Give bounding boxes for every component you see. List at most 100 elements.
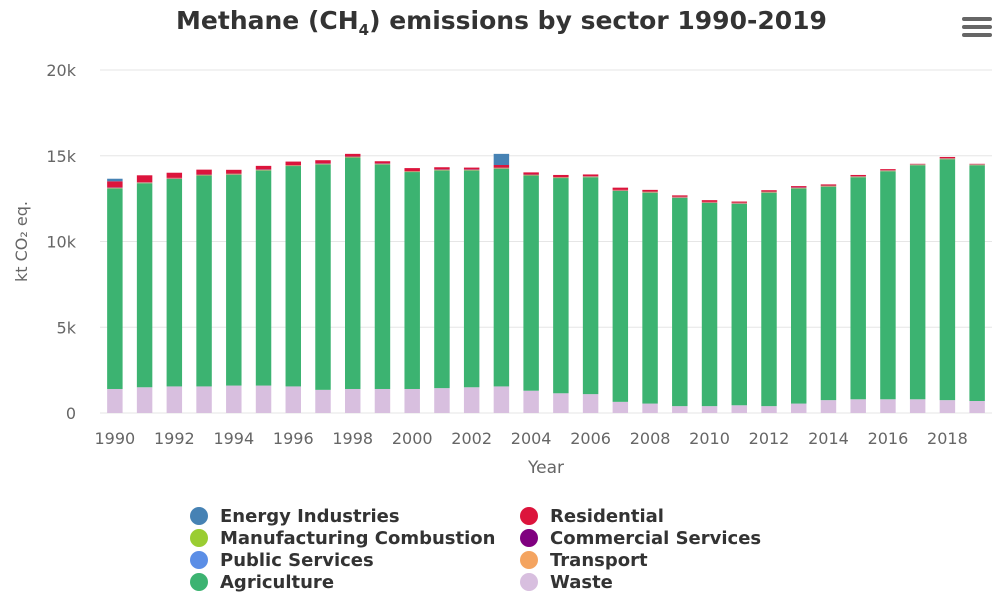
bar-agriculture-1991	[136, 183, 153, 388]
bar-transport-2008	[642, 192, 658, 193]
bar-transport-2012	[761, 192, 777, 193]
bar-waste-1993	[196, 386, 212, 413]
bar-transport-2003	[493, 168, 510, 169]
bar-residential-1998	[345, 153, 361, 157]
legend-item-public-services[interactable]: Public Services	[190, 549, 374, 571]
bar-transport-2004	[523, 174, 539, 176]
bar-waste-2012	[761, 406, 777, 413]
legend-label-manufacturing-combustion: Manufacturing Combustion	[220, 527, 496, 549]
legend-item-commercial-services[interactable]: Commercial Services	[520, 527, 761, 549]
bar-agriculture-2000	[404, 172, 420, 389]
bar-transport-2015	[850, 176, 866, 178]
bar-waste-1996	[285, 386, 301, 413]
legend-marker-transport	[520, 551, 538, 569]
bar-residential-1997	[315, 160, 331, 164]
bar-transport-2017	[909, 164, 926, 166]
x-tick-label: 2004	[511, 429, 552, 448]
legend-label-transport: Transport	[550, 549, 648, 571]
x-tick-label: 2006	[570, 429, 611, 448]
bar-waste-2004	[523, 390, 539, 413]
x-tick-label: 2016	[868, 429, 909, 448]
bar-waste-2007	[612, 401, 629, 413]
hamburger-menu-icon[interactable]	[962, 17, 992, 43]
bar-transport-1992	[166, 178, 183, 179]
x-tick-label: 2002	[451, 429, 492, 448]
x-tick-label: 2008	[630, 429, 671, 448]
bar-waste-2010	[701, 406, 718, 413]
bar-agriculture-2016	[880, 171, 896, 400]
bar-agriculture-2012	[761, 192, 777, 407]
bar-residential-2007	[612, 187, 629, 190]
y-axis-title: kt CO₂ eq.	[12, 201, 31, 282]
legend-item-waste[interactable]: Waste	[520, 571, 613, 593]
bar-waste-1992	[166, 386, 183, 413]
bar-transport-1999	[374, 163, 391, 165]
bar-agriculture-1992	[166, 178, 183, 387]
legend-item-manufacturing-combustion[interactable]: Manufacturing Combustion	[190, 527, 495, 549]
bar-residential-2015	[850, 174, 866, 177]
bar-agriculture-1994	[226, 174, 242, 386]
bar-waste-2005	[553, 393, 569, 413]
legend-label-energy-industries: Energy Industries	[220, 505, 400, 527]
bar-agriculture-2017	[909, 165, 926, 400]
bar-agriculture-2001	[434, 170, 450, 389]
bar-transport-2000	[404, 171, 420, 173]
bar-waste-1990	[107, 388, 123, 413]
legend-marker-public-services	[190, 551, 208, 569]
bar-residential-1995	[255, 165, 272, 170]
bar-transport-2007	[612, 190, 629, 191]
y-tick-label: 20k	[46, 61, 76, 80]
bar-waste-2006	[582, 394, 599, 413]
bar-residential-2011	[731, 201, 747, 203]
legend-marker-commercial-services	[520, 529, 538, 547]
legend-marker-waste	[520, 573, 538, 591]
x-tick-label: 1992	[154, 429, 195, 448]
bar-transport-1997	[315, 163, 331, 165]
bar-waste-2009	[672, 406, 688, 413]
bar-waste-2003	[493, 386, 510, 413]
legend-label-agriculture: Agriculture	[220, 571, 335, 593]
x-tick-label: 1990	[95, 429, 136, 448]
bar-transport-2002	[463, 169, 480, 171]
bar-waste-1994	[226, 385, 242, 413]
bar-waste-2017	[909, 399, 926, 413]
legend-label-residential: Residential	[550, 505, 664, 527]
bar-waste-2019	[969, 400, 985, 413]
legend-marker-manufacturing-combustion	[190, 529, 208, 547]
bar-transport-2006	[582, 176, 599, 178]
legend-item-transport[interactable]: Transport	[520, 549, 648, 571]
bar-agriculture-2019	[969, 165, 985, 401]
legend-item-residential[interactable]: Residential	[520, 505, 664, 527]
bar-agriculture-2013	[791, 188, 807, 404]
legend-marker-energy-industries	[190, 507, 208, 525]
bar-transport-2009	[672, 197, 688, 198]
bar-waste-2000	[404, 388, 420, 413]
bar-transport-2013	[791, 187, 807, 189]
legend-marker-residential	[520, 507, 538, 525]
bar-residential-2014	[820, 184, 837, 186]
bar-residential-2010	[701, 200, 718, 202]
legend-label-commercial-services: Commercial Services	[550, 527, 762, 549]
legend-item-energy-industries[interactable]: Energy Industries	[190, 505, 400, 527]
x-tick-label: 1998	[332, 429, 373, 448]
legend-item-agriculture[interactable]: Agriculture	[190, 571, 334, 593]
bar-agriculture-2009	[672, 197, 688, 407]
x-tick-label: 2018	[927, 429, 968, 448]
bar-residential-1991	[136, 175, 153, 183]
x-tick-label: 2000	[392, 429, 433, 448]
bar-agriculture-1996	[285, 166, 301, 387]
bar-waste-1991	[136, 387, 153, 413]
bar-residential-1993	[196, 169, 212, 175]
bar-residential-2000	[404, 168, 420, 172]
bar-residential-1992	[166, 172, 183, 178]
bar-transport-1993	[196, 174, 212, 176]
bar-agriculture-2015	[850, 177, 866, 400]
bar-residential-1990	[107, 181, 123, 188]
x-tick-label: 1996	[273, 429, 314, 448]
bar-agriculture-2002	[463, 170, 480, 388]
bar-residential-2004	[523, 172, 539, 175]
bar-energy-industries-2003	[493, 153, 510, 166]
bar-residential-1999	[374, 161, 391, 164]
bar-residential-2005	[553, 174, 569, 178]
y-tick-label: 15k	[46, 147, 76, 166]
